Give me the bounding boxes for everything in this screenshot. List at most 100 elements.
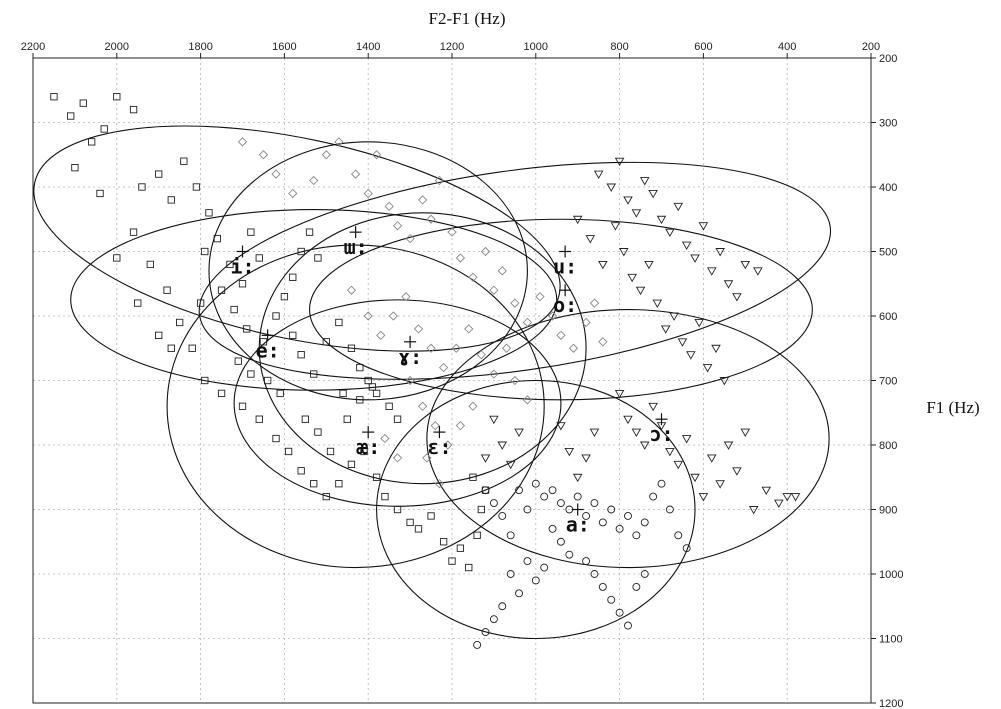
- data-point-diamond: [434, 175, 445, 186]
- vowel-label: u:: [553, 255, 577, 279]
- data-point-triangle: [610, 222, 621, 231]
- vowel-label: o:: [553, 293, 577, 317]
- data-point-triangle: [732, 467, 742, 476]
- data-point-square: [272, 434, 280, 443]
- data-point-circle: [598, 582, 607, 591]
- data-point-circle: [556, 499, 565, 507]
- x-tick-label: 600: [694, 41, 712, 53]
- data-point-triangle: [707, 267, 717, 276]
- data-point-square: [305, 228, 314, 236]
- data-point-triangle: [585, 235, 596, 244]
- data-point-circle: [540, 563, 549, 572]
- data-point-circle: [481, 628, 490, 636]
- data-point-triangle: [581, 454, 591, 463]
- vowel-ellipses: [33, 125, 832, 640]
- data-point-diamond: [489, 369, 499, 379]
- data-point-circle: [506, 531, 515, 540]
- data-point-circle: [649, 492, 658, 501]
- x-tick-label: 1600: [272, 41, 296, 53]
- data-point-triangle: [681, 241, 692, 250]
- data-point-triangle: [740, 260, 751, 270]
- data-point-triangle: [723, 280, 734, 289]
- data-point-square: [100, 125, 108, 133]
- data-point-diamond: [363, 188, 373, 199]
- data-point-triangle: [644, 260, 654, 270]
- data-point-circle: [506, 570, 515, 578]
- data-point-triangle: [698, 222, 709, 231]
- data-point-square: [339, 389, 347, 398]
- data-point-square: [230, 305, 238, 314]
- data-point-triangle: [782, 493, 792, 502]
- data-point-circle: [548, 486, 557, 495]
- data-point-triangle: [681, 435, 692, 444]
- data-point-square: [217, 389, 226, 398]
- data-point-diamond: [535, 292, 545, 302]
- data-point-circle: [640, 570, 649, 578]
- data-point-diamond: [447, 227, 457, 237]
- data-point-square: [88, 138, 96, 146]
- data-point-square: [247, 228, 255, 236]
- data-point-triangle: [665, 228, 675, 238]
- data-point-square: [167, 344, 175, 352]
- data-point-square: [201, 376, 209, 385]
- data-point-square: [356, 396, 364, 404]
- data-point-triangle: [669, 312, 679, 321]
- data-point-circle: [640, 518, 649, 527]
- data-point-triangle: [690, 254, 700, 263]
- data-point-square: [79, 99, 87, 107]
- data-point-square: [393, 505, 402, 514]
- data-point-square: [217, 286, 226, 294]
- data-point-square: [284, 447, 293, 456]
- data-point-circle: [548, 524, 557, 533]
- data-point-circle: [515, 589, 523, 598]
- vowel-ellipse: [376, 379, 696, 640]
- data-point-diamond: [430, 421, 440, 431]
- data-point-square: [50, 93, 58, 101]
- data-point-square: [255, 415, 263, 423]
- data-point-diamond: [350, 169, 361, 179]
- data-point-circle: [624, 512, 632, 520]
- data-point-triangle: [698, 493, 709, 502]
- data-point-diamond: [363, 311, 373, 321]
- data-point-circle: [540, 492, 549, 501]
- data-point-triangle: [652, 299, 663, 309]
- data-point-square: [297, 247, 305, 256]
- data-point-square: [255, 254, 263, 262]
- y-tick-label: 200: [879, 53, 897, 65]
- data-point-square: [238, 280, 247, 288]
- data-point-diamond: [468, 401, 478, 411]
- data-point-square: [188, 344, 196, 352]
- data-point-diamond: [334, 137, 344, 147]
- data-point-circle: [473, 641, 482, 649]
- data-point-triangle: [711, 344, 721, 354]
- data-point-triangle: [639, 441, 650, 450]
- data-point-diamond: [401, 292, 411, 302]
- data-point-circle: [565, 550, 574, 559]
- data-point-triangle: [732, 293, 742, 302]
- y-tick-labels: 200 300 400 500 600 700 800 900 1000 1100 1200: [871, 53, 903, 709]
- vowel-ellipse: [70, 209, 558, 391]
- data-point-diamond: [455, 421, 466, 431]
- data-point-diamond: [392, 453, 403, 463]
- vowel-label: ɤ:: [398, 345, 422, 369]
- data-point-circle: [531, 576, 540, 585]
- data-point-triangle: [598, 260, 608, 270]
- data-point-square: [372, 389, 381, 398]
- data-point-diamond: [501, 343, 512, 353]
- data-point-triangle: [572, 215, 583, 225]
- data-point-circle: [674, 531, 683, 540]
- data-point-triangle: [761, 486, 772, 496]
- data-point-diamond: [426, 343, 436, 353]
- data-point-square: [335, 480, 343, 488]
- data-point-triangle: [715, 248, 725, 257]
- data-point-circle: [582, 512, 591, 520]
- data-point-triangle: [702, 364, 713, 373]
- data-point-triangle: [715, 480, 725, 489]
- data-point-diamond: [438, 362, 449, 373]
- data-point-square: [393, 415, 402, 423]
- data-point-triangle: [753, 267, 763, 276]
- data-point-diamond: [443, 440, 453, 450]
- data-point-circle: [590, 570, 599, 578]
- data-point-triangle: [623, 196, 633, 205]
- data-point-square: [322, 492, 330, 501]
